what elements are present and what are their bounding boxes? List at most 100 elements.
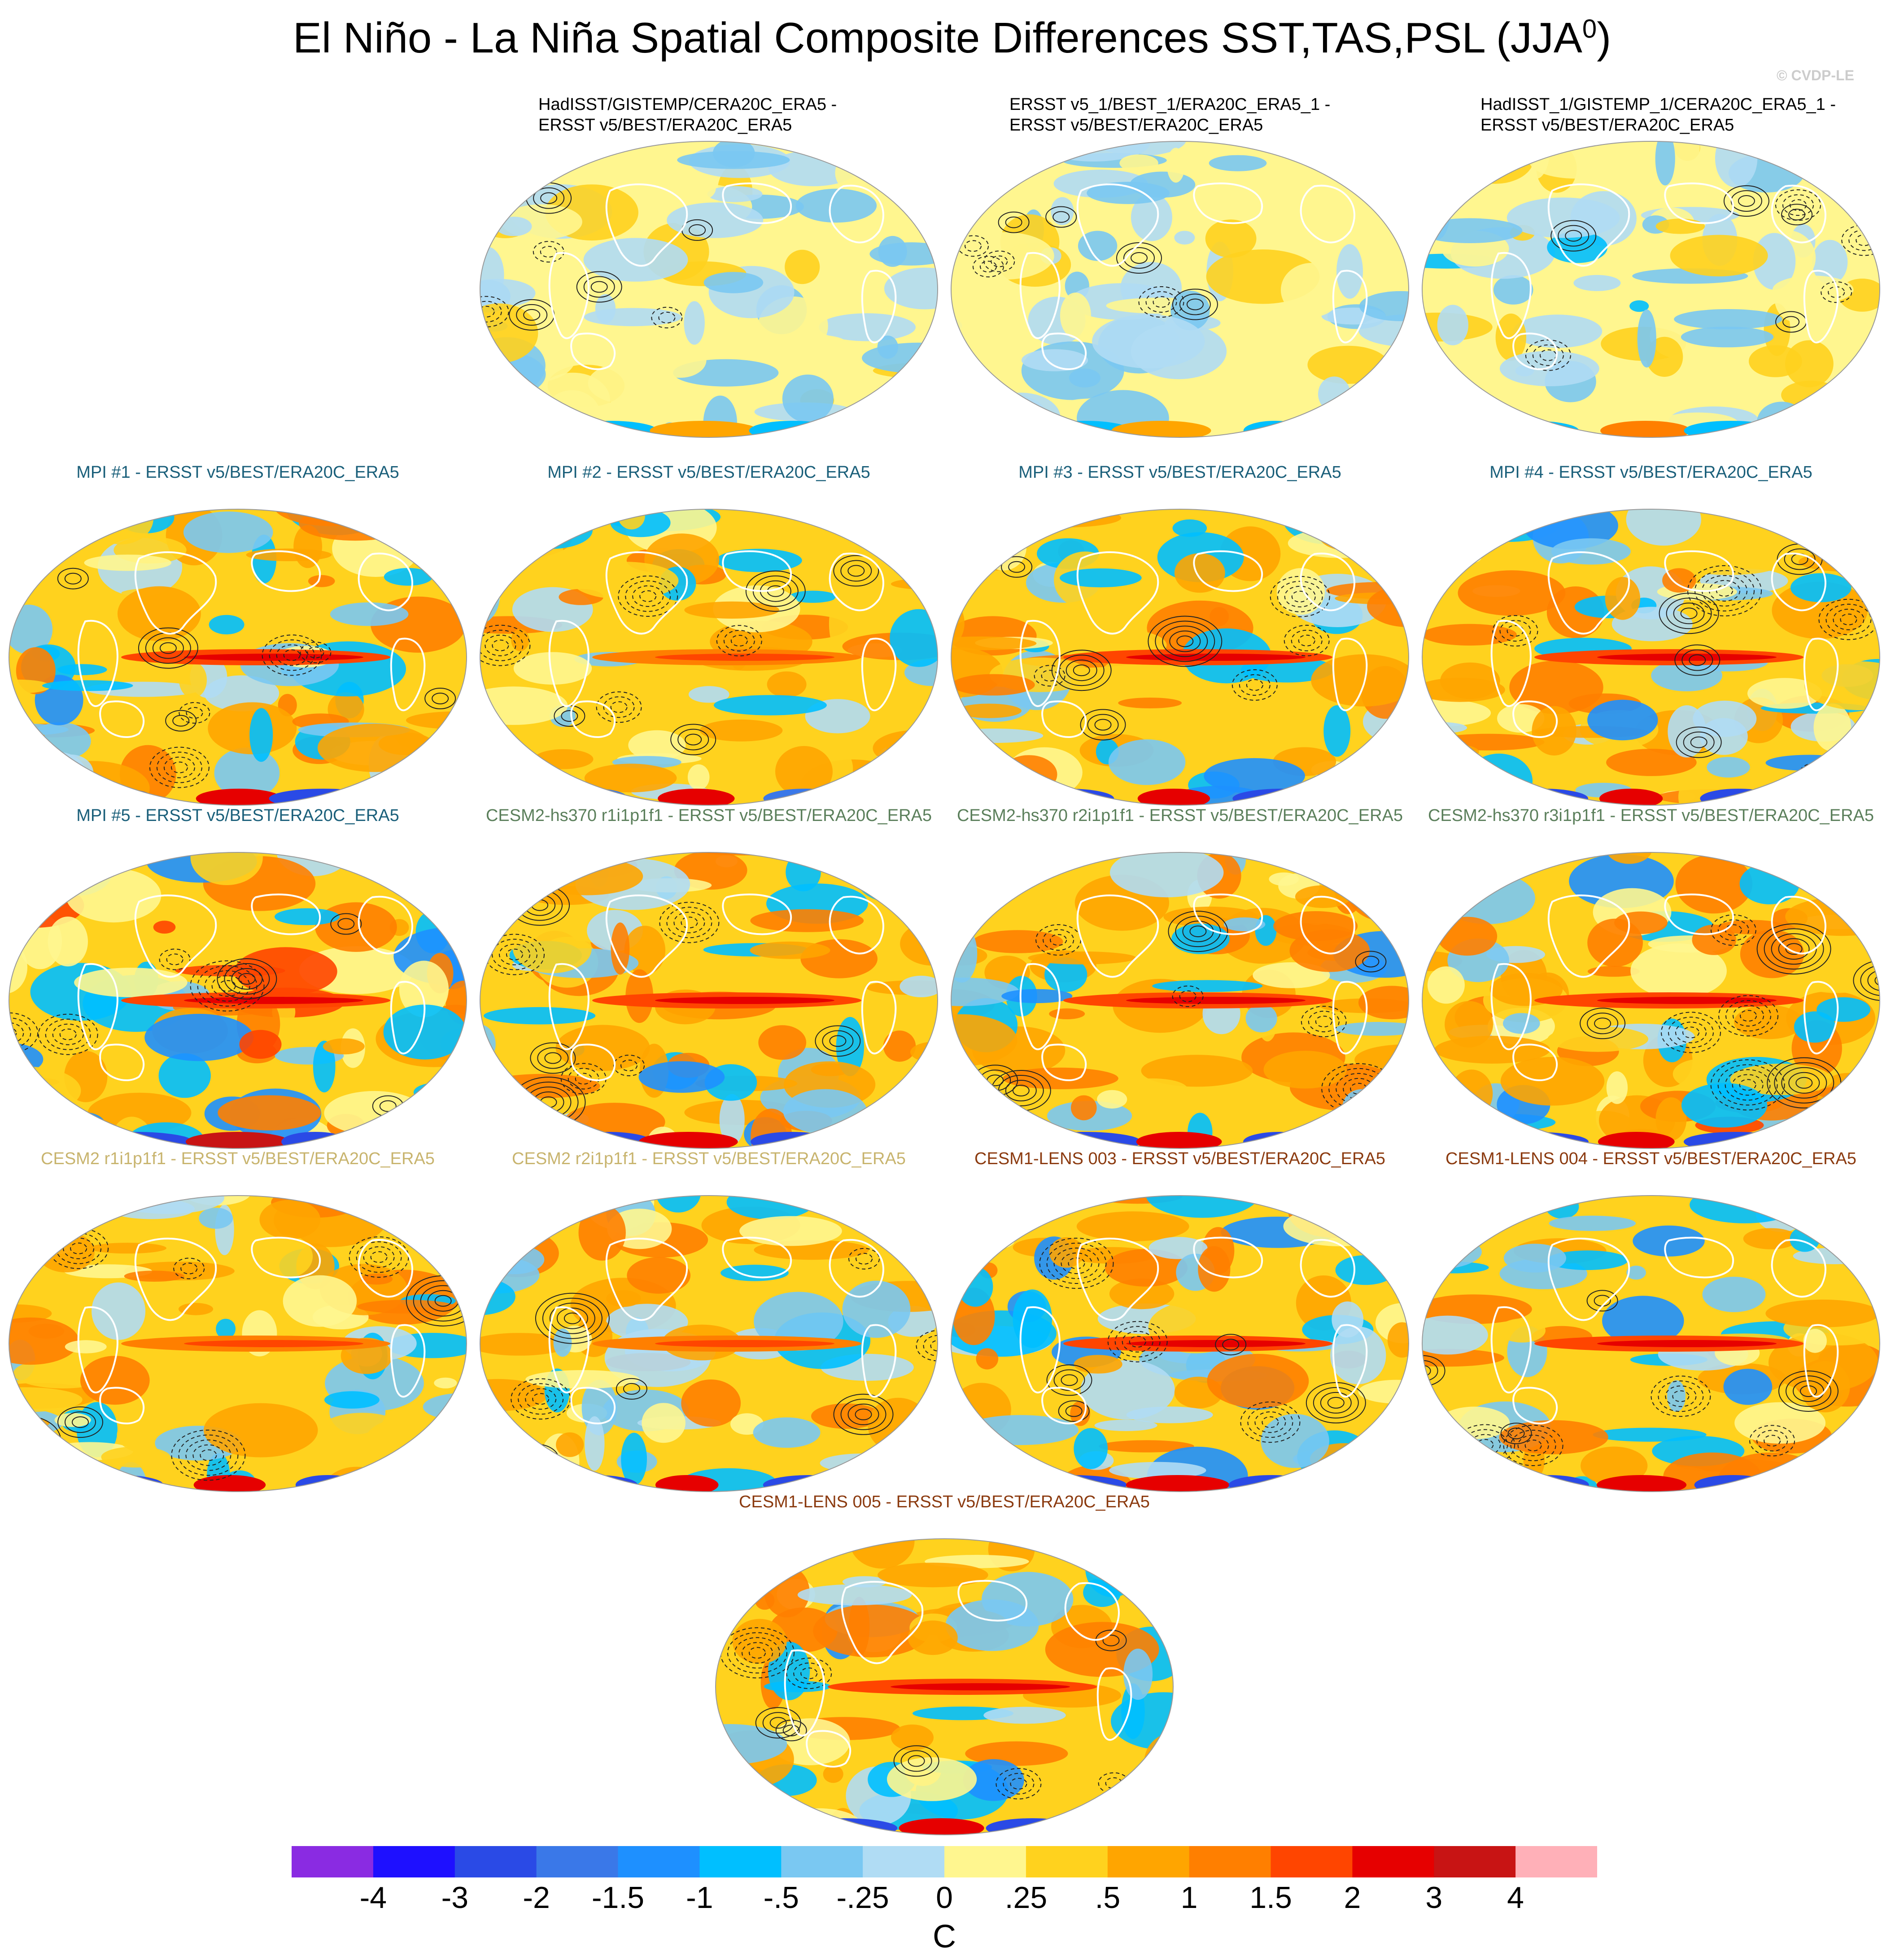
map-panel: CESM2-hs370 r1i1p1f1 - ERSST v5/BEST/ERA… [476, 805, 942, 1155]
coastline [1547, 551, 1630, 635]
anomaly-patch [703, 272, 764, 293]
psl-contour [516, 304, 548, 326]
anomaly-patch [1332, 397, 1389, 437]
figure-title: El Niño - La Niña Spatial Composite Diff… [0, 13, 1904, 63]
anomaly-patch [101, 1446, 170, 1468]
psl-contour [1853, 960, 1880, 1001]
anomaly-patch [1853, 1254, 1880, 1268]
anomaly-patch [1776, 1196, 1838, 1216]
anomaly-patch [1349, 512, 1394, 566]
coastline [829, 552, 884, 611]
anomaly-patch [891, 509, 938, 554]
anomaly-patch [445, 543, 467, 592]
anomaly-patch [627, 1257, 691, 1294]
anomaly-patch [1094, 1419, 1157, 1431]
psl-contour [65, 1411, 96, 1433]
psl-contour [840, 560, 872, 582]
panel-title: ERSST v5_1/BEST_1/ERA20C_ERA5_1 - ERSST … [1009, 95, 1331, 135]
coastline [1664, 550, 1734, 592]
anomaly-patch [776, 1808, 861, 1835]
anomaly-patch [480, 279, 536, 308]
psl-contour [540, 192, 558, 204]
anomaly-patch [508, 1196, 532, 1232]
anomaly-patch [716, 549, 802, 572]
anomaly-patch [216, 1318, 236, 1339]
anomaly-patch [1817, 1085, 1880, 1100]
map-panel: HadISST/GISTEMP/CERA20C_ERA5 - ERSST v5/… [476, 94, 942, 444]
psl-contour [1362, 956, 1380, 968]
anomaly-patch [688, 686, 729, 703]
enso-core [655, 1340, 834, 1347]
coastline [1771, 184, 1826, 244]
psl-contour [1186, 298, 1204, 310]
anomaly-patch [1503, 1244, 1566, 1273]
anomaly-patch [953, 175, 1019, 198]
psl-contour [1176, 635, 1194, 647]
panel-title: CESM2 r2i1p1f1 - ERSST v5/BEST/ERA20C_ER… [512, 1149, 906, 1168]
anomaly-patch [1862, 1069, 1880, 1111]
coastline [1664, 893, 1734, 935]
anomaly-patch [480, 1116, 512, 1148]
anomaly-patch [1546, 1250, 1628, 1270]
coastline [1771, 1239, 1826, 1298]
anomaly-patch [1074, 1428, 1108, 1469]
psl-contour [1764, 928, 1824, 970]
psl-contour [434, 1295, 452, 1307]
coastline [1803, 1324, 1839, 1398]
anomaly-patch [324, 1391, 380, 1409]
anomaly-patch [1363, 367, 1409, 404]
anomaly-patch [1428, 150, 1513, 170]
anomaly-patch [1359, 291, 1409, 321]
anomaly-patch [218, 1095, 321, 1131]
anomaly-patch [1614, 911, 1668, 934]
psl-contour [171, 1429, 246, 1481]
psl-contour [1503, 1425, 1563, 1466]
anomaly-patch [1655, 1097, 1687, 1141]
psl-contour [1500, 1423, 1532, 1445]
anomaly-patch [1140, 1566, 1173, 1609]
anomaly-patch [789, 590, 837, 603]
anomaly-patch [852, 141, 938, 148]
psl-contour [1313, 1387, 1359, 1419]
psl-contour [1043, 929, 1074, 951]
psl-contour [568, 1068, 599, 1090]
anomaly-patch [797, 1584, 912, 1606]
psl-contour [561, 710, 578, 722]
psl-contour [1385, 1444, 1409, 1475]
psl-contour [72, 1416, 89, 1428]
anomaly-patch [820, 1454, 905, 1473]
psl-contour [583, 276, 615, 298]
map-area [947, 1191, 1413, 1496]
anomaly-patch [178, 1303, 214, 1315]
anomaly-patch [878, 141, 936, 166]
map-panel: MPI #4 - ERSST v5/BEST/ERA20C_ERA5 [1418, 462, 1884, 812]
anomaly-patch [1422, 390, 1443, 435]
colorbar-tick: 1.5 [1249, 1881, 1292, 1915]
anomaly-patch [1039, 1021, 1111, 1040]
psl-contour [613, 1055, 645, 1076]
psl-contour [893, 1745, 939, 1777]
anomaly-patch [1812, 240, 1848, 284]
map-panel: ERSST v5_1/BEST_1/ERA20C_ERA5_1 - ERSST … [947, 94, 1413, 444]
polar-anomaly [1506, 1475, 1589, 1492]
psl-contour [1005, 216, 1022, 228]
panel-title: MPI #3 - ERSST v5/BEST/ERA20C_ERA5 [1018, 463, 1341, 482]
anomaly-patch [1422, 154, 1432, 175]
anomaly-patch [480, 1477, 590, 1492]
coastline [390, 637, 426, 712]
anomaly-patch [601, 324, 688, 336]
anomaly-patch [1438, 1406, 1510, 1440]
psl-contour [1012, 1085, 1030, 1096]
psl-contour [1068, 1257, 1085, 1269]
psl-contour [879, 382, 911, 404]
anomaly-patch [1078, 231, 1118, 261]
anomaly-patch [985, 1196, 1023, 1217]
anomaly-patch [511, 629, 529, 651]
anomaly-patch [490, 1434, 526, 1450]
coastline [548, 252, 590, 339]
psl-contour [769, 1717, 787, 1729]
anomaly-patch [1813, 703, 1852, 751]
psl-contour [659, 902, 720, 943]
anomaly-patch [9, 1317, 79, 1365]
anomaly-patch [190, 852, 263, 885]
